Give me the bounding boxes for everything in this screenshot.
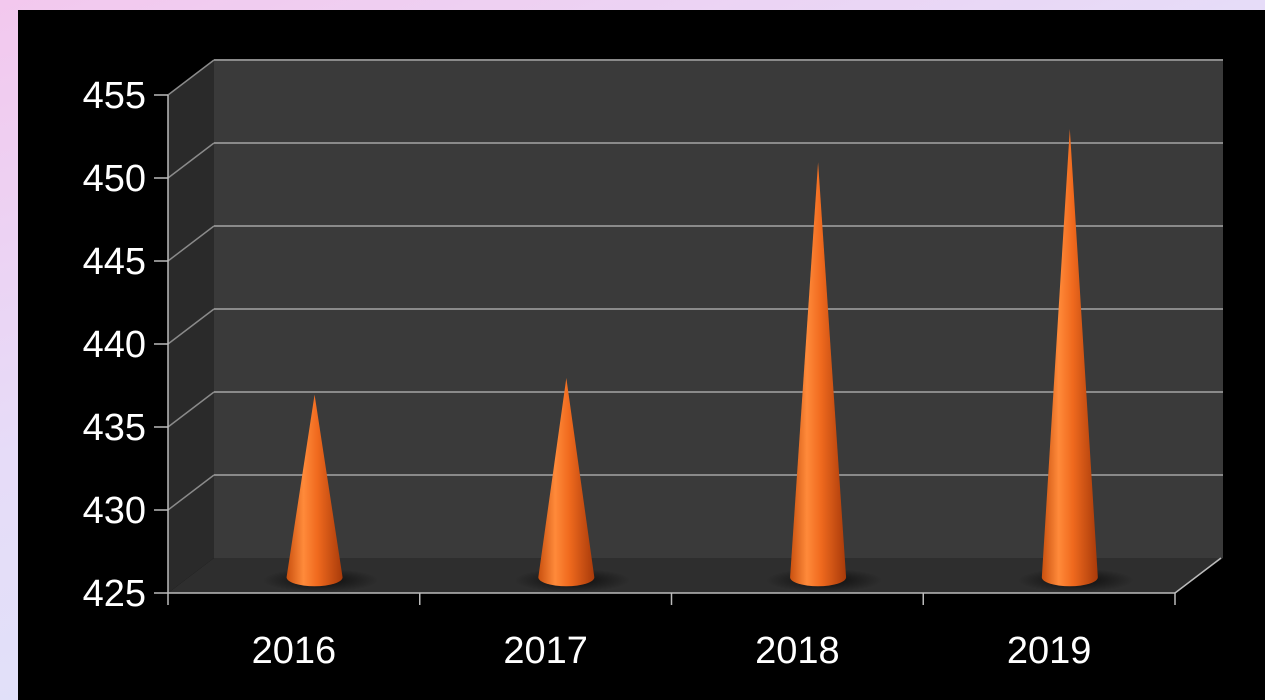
y-tick-label: 440 (83, 324, 146, 366)
gridline-side (167, 59, 215, 96)
floor (168, 558, 1223, 593)
y-tick-label: 450 (83, 158, 146, 200)
y-tick-label: 435 (83, 407, 146, 449)
cone-bar-2018 (790, 162, 847, 587)
gridline-side (167, 474, 215, 511)
gridline-side (167, 308, 215, 345)
y-tick-label: 430 (83, 490, 146, 532)
y-tick-label: 445 (83, 241, 146, 283)
gridline-side (167, 391, 215, 428)
cone-bar-2017 (538, 378, 595, 587)
cone-bar-2019 (1041, 129, 1098, 587)
y-tick-label: 425 (83, 573, 146, 615)
x-tick-label: 2016 (252, 630, 337, 672)
floor-edge (1174, 557, 1222, 594)
gridline-side (167, 225, 215, 262)
cone-bar-2016 (286, 394, 343, 587)
x-tick-label: 2017 (503, 630, 588, 672)
x-tick-label: 2019 (1007, 630, 1092, 672)
gridline-side (167, 142, 215, 179)
x-tick-label: 2018 (755, 630, 840, 672)
y-tick-label: 455 (83, 75, 146, 117)
